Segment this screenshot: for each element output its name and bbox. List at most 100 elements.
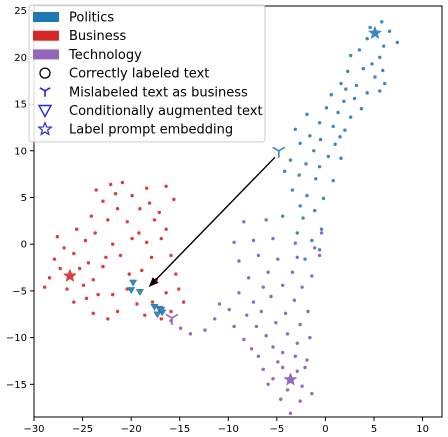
legend-triangle-marker bbox=[37, 104, 53, 118]
data-point bbox=[338, 135, 342, 139]
data-point bbox=[368, 25, 372, 30]
data-point bbox=[94, 188, 98, 192]
data-point bbox=[395, 40, 400, 45]
data-point bbox=[144, 240, 149, 245]
x-tick-label: −20 bbox=[121, 424, 142, 435]
data-point bbox=[65, 287, 69, 291]
axes-layer: −30 −25 −20 −15 −10 −5 0 5 10 −15 −10 −5 0 5 10 15 20 25 bbox=[6, 5, 443, 435]
special-markers-layer bbox=[62, 25, 382, 386]
data-point bbox=[147, 201, 152, 205]
data-point bbox=[77, 266, 82, 271]
data-point bbox=[101, 264, 105, 269]
data-point bbox=[324, 106, 329, 110]
data-point bbox=[266, 382, 270, 387]
data-point bbox=[169, 309, 173, 314]
legend-item: Politics bbox=[33, 11, 114, 26]
data-point bbox=[280, 365, 285, 370]
data-point bbox=[276, 257, 280, 261]
data-point bbox=[354, 83, 359, 88]
data-point bbox=[110, 242, 115, 246]
data-point bbox=[293, 241, 298, 245]
data-point bbox=[42, 285, 47, 289]
data-point bbox=[135, 302, 139, 306]
legend-tri-down-marker bbox=[39, 87, 51, 97]
data-point bbox=[329, 93, 333, 97]
mislabeled-text-marker bbox=[272, 146, 286, 158]
x-tick-label: 10 bbox=[416, 424, 429, 435]
data-point bbox=[333, 142, 337, 146]
legend-item: Mislabeled text as business bbox=[39, 85, 248, 100]
data-point bbox=[293, 354, 298, 358]
data-point bbox=[343, 128, 347, 132]
data-point bbox=[256, 253, 261, 258]
data-point bbox=[339, 156, 343, 160]
data-point bbox=[301, 216, 305, 220]
legend-star-marker bbox=[37, 121, 53, 136]
x-tick-label: −25 bbox=[72, 424, 93, 435]
legend-label: Mislabeled text as business bbox=[69, 85, 248, 100]
legend-item: Business bbox=[33, 29, 127, 44]
y-tick-label: 10 bbox=[14, 146, 27, 157]
data-point bbox=[113, 192, 118, 196]
augmented-text-marker bbox=[153, 311, 162, 319]
data-point bbox=[298, 399, 302, 403]
legend-item: Conditionally augmented text bbox=[37, 104, 263, 119]
data-point bbox=[115, 206, 120, 211]
data-point bbox=[89, 214, 94, 218]
data-point bbox=[352, 96, 357, 101]
data-point bbox=[317, 121, 322, 125]
data-point bbox=[120, 180, 125, 185]
data-point bbox=[310, 274, 314, 278]
data-point bbox=[159, 236, 163, 241]
data-point bbox=[297, 173, 301, 177]
data-point bbox=[251, 238, 256, 243]
augmented-text-marker bbox=[135, 289, 144, 296]
data-point bbox=[266, 270, 270, 274]
data-point bbox=[365, 36, 369, 41]
data-point bbox=[246, 276, 251, 280]
data-point bbox=[300, 384, 304, 388]
mislabeled-text-marker bbox=[165, 313, 179, 325]
legend-box bbox=[28, 4, 266, 143]
data-point bbox=[164, 291, 168, 295]
data-point bbox=[245, 313, 249, 317]
data-point bbox=[319, 227, 324, 231]
data-point bbox=[261, 367, 265, 372]
data-point bbox=[181, 300, 186, 304]
data-point bbox=[300, 285, 304, 289]
data-point bbox=[118, 253, 123, 258]
data-point bbox=[274, 320, 278, 325]
data-point bbox=[357, 48, 362, 52]
y-tick-label: −10 bbox=[6, 333, 27, 344]
data-point bbox=[177, 287, 181, 291]
data-point bbox=[283, 311, 288, 316]
data-point bbox=[212, 317, 217, 321]
data-point bbox=[381, 68, 385, 73]
data-point bbox=[387, 29, 392, 33]
data-point bbox=[359, 107, 364, 111]
x-tick-label: −15 bbox=[169, 424, 190, 435]
data-point bbox=[342, 99, 346, 103]
data-point bbox=[292, 298, 297, 302]
data-point bbox=[249, 347, 254, 351]
data-point bbox=[298, 322, 302, 327]
data-point bbox=[62, 246, 66, 250]
data-point bbox=[280, 214, 285, 218]
label-prompt-embedding-marker bbox=[62, 268, 77, 282]
data-point bbox=[293, 127, 298, 131]
data-point bbox=[137, 231, 141, 235]
data-point bbox=[106, 317, 110, 321]
legend-label: Correctly labeled text bbox=[69, 67, 209, 82]
data-point bbox=[308, 335, 312, 340]
data-point bbox=[305, 193, 309, 198]
data-point bbox=[321, 196, 326, 201]
x-tick-label: 5 bbox=[371, 424, 377, 435]
data-point bbox=[172, 197, 176, 202]
data-point bbox=[140, 268, 144, 273]
data-point bbox=[295, 231, 299, 235]
data-point bbox=[271, 236, 275, 241]
data-point bbox=[295, 341, 299, 345]
data-point bbox=[169, 253, 173, 258]
data-point bbox=[86, 261, 91, 265]
